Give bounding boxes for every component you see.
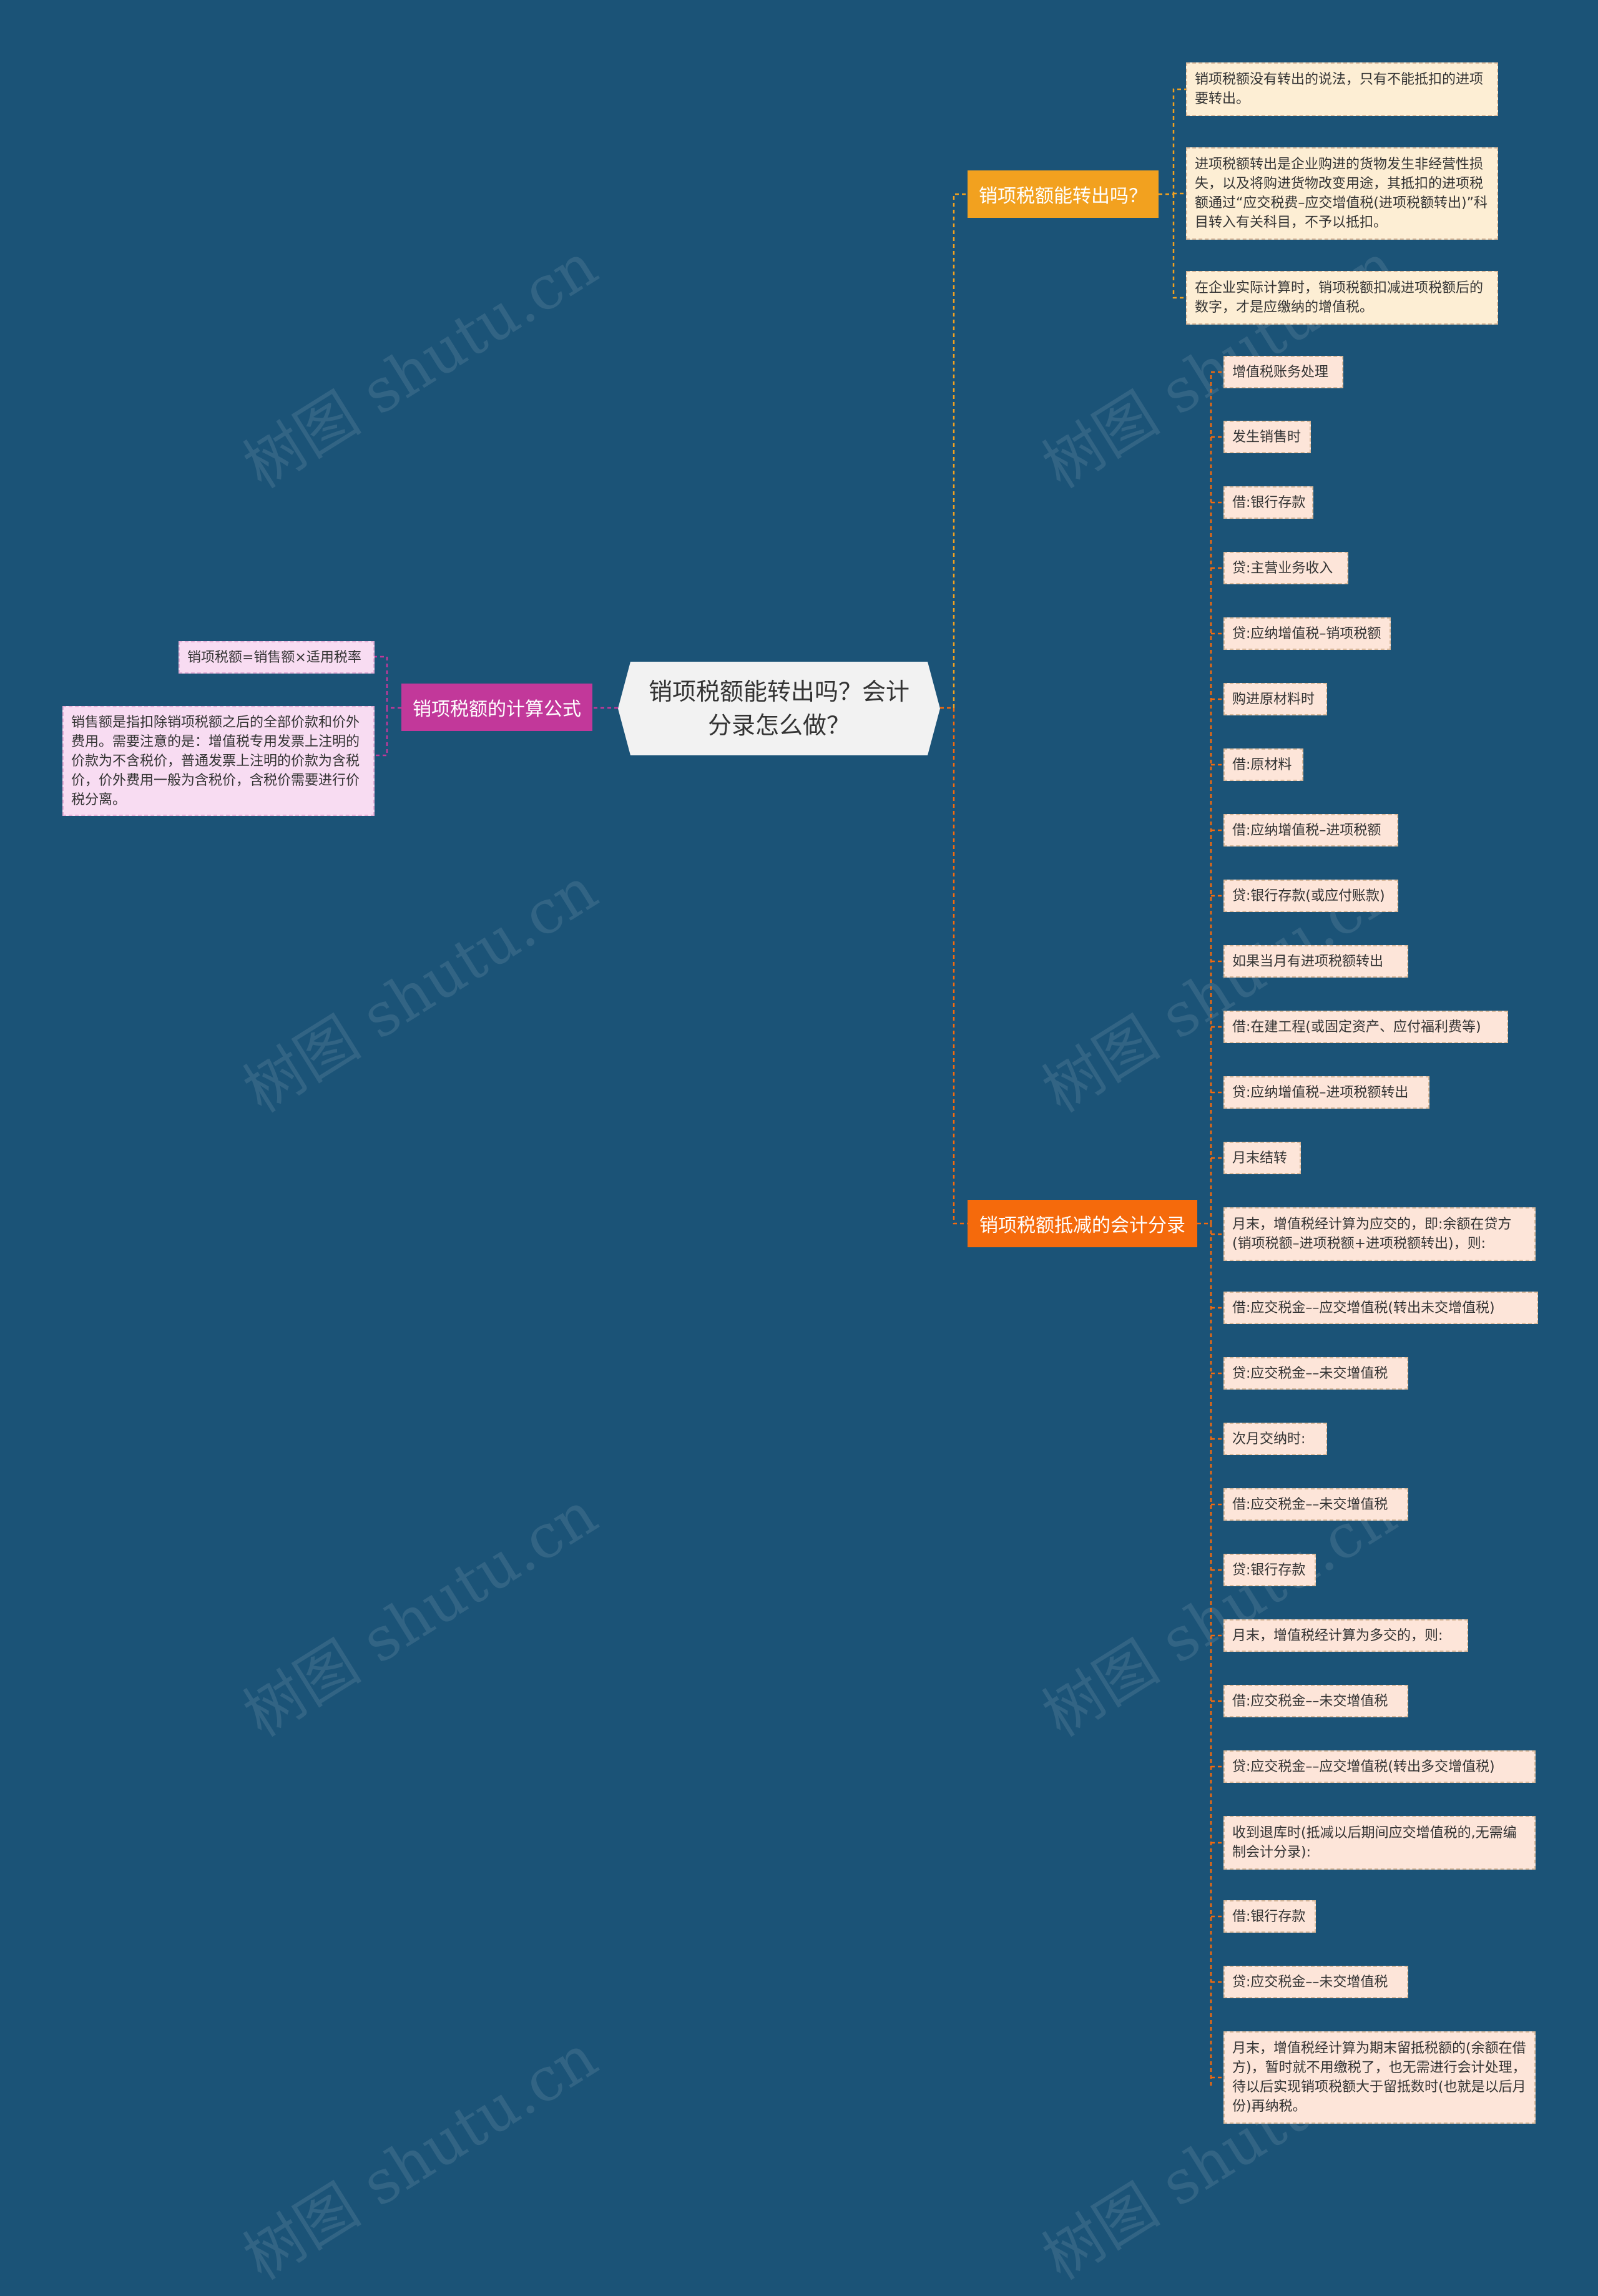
leaf-text: 贷:应纳增值税–进项税额转出 <box>1232 1084 1409 1101</box>
leaf-entry-19[interactable]: 贷:银行存款 <box>1223 1554 1316 1586</box>
leaf-entry-18[interactable]: 借:应交税金––未交增值税 <box>1223 1488 1408 1521</box>
leaf-text: 借:应纳增值税–进项税额 <box>1232 822 1381 838</box>
leaf-text: 销项税额没有转出的说法，只有不能抵扣的进项要转出。 <box>1195 72 1484 107</box>
leaf-text: 月末，增值税经计算为多交的，则: <box>1232 1627 1443 1644</box>
leaf-text: 贷:应交税金––未交增值税 <box>1232 1365 1388 1381</box>
leaf-top-3[interactable]: 在企业实际计算时，销项税额扣减进项税额后的数字，才是应缴纳的增值税。 <box>1186 271 1498 325</box>
leaf-entry-17[interactable]: 次月交纳时: <box>1223 1423 1327 1455</box>
leaf-text: 增值税账务处理 <box>1232 364 1329 380</box>
leaf-entry-7[interactable]: 借:原材料 <box>1223 748 1303 781</box>
leaf-sales-definition[interactable]: 销售额是指扣除销项税额之后的全部价款和价外费用。需要注意的是：增值税专用发票上注… <box>62 706 375 816</box>
leaf-entry-10[interactable]: 如果当月有进项税额转出 <box>1223 945 1408 978</box>
leaf-text: 借:银行存款 <box>1232 1908 1306 1925</box>
leaf-entry-23[interactable]: 收到退库时(抵减以后期间应交增值税的,无需编制会计分录): <box>1223 1816 1536 1870</box>
leaf-entry-14[interactable]: 月末，增值税经计算为应交的，即:余额在贷方(销项税额–进项税额+进项税额转出)，… <box>1223 1207 1536 1261</box>
leaf-text: 贷:应交税金––应交增值税(转出多交增值税) <box>1232 1759 1495 1775</box>
leaf-entry-25[interactable]: 贷:应交税金––未交增值税 <box>1223 1966 1408 1998</box>
leaf-text: 借:应交税金––未交增值税 <box>1232 1496 1388 1513</box>
leaf-entry-26[interactable]: 月末，增值税经计算为期末留抵税额的(余额在借方)，暂时就不用缴税了，也无需进行会… <box>1223 2031 1536 2124</box>
leaf-entry-4[interactable]: 贷:主营业务收入 <box>1223 552 1348 584</box>
leaf-text: 借:应交税金––应交增值税(转出未交增值税) <box>1232 1300 1495 1316</box>
leaf-text: 月末，增值税经计算为应交的，即:余额在贷方(销项税额–进项税额+进项税额转出)，… <box>1232 1217 1512 1252</box>
leaf-text: 月末，增值税经计算为期末留抵税额的(余额在借方)，暂时就不用缴税了，也无需进行会… <box>1232 2041 1526 2114</box>
leaf-entry-20[interactable]: 月末，增值税经计算为多交的，则: <box>1223 1619 1468 1652</box>
leaf-entry-2[interactable]: 发生销售时 <box>1223 421 1311 453</box>
leaf-entry-11[interactable]: 借:在建工程(或固定资产、应付福利费等) <box>1223 1011 1508 1043</box>
leaf-entry-8[interactable]: 借:应纳增值税–进项税额 <box>1223 814 1398 846</box>
leaf-text: 借:原材料 <box>1232 757 1292 773</box>
leaf-text: 销售额是指扣除销项税额之后的全部价款和价外费用。需要注意的是：增值税专用发票上注… <box>71 714 360 808</box>
leaf-entry-6[interactable]: 购进原材料时 <box>1223 683 1327 715</box>
leaf-text: 借:应交税金––未交增值税 <box>1232 1693 1388 1709</box>
leaf-text: 次月交纳时: <box>1232 1431 1306 1447</box>
leaf-top-1[interactable]: 销项税额没有转出的说法，只有不能抵扣的进项要转出。 <box>1186 62 1498 116</box>
leaf-entry-24[interactable]: 借:银行存款 <box>1223 1900 1316 1933</box>
leaf-text: 月末结转 <box>1232 1150 1288 1166</box>
leaf-text: 销项税额=销售额×适用税率 <box>187 649 361 665</box>
leaf-entry-13[interactable]: 月末结转 <box>1223 1142 1301 1174</box>
leaf-text: 如果当月有进项税额转出 <box>1232 953 1384 969</box>
leaf-text: 借:在建工程(或固定资产、应付福利费等) <box>1232 1019 1481 1035</box>
connector-lines <box>375 88 1223 2089</box>
branch-calc-formula[interactable]: 销项税额的计算公式 <box>401 684 592 731</box>
branch-accounting-entries[interactable]: 销项税额抵减的会计分录 <box>968 1200 1197 1247</box>
leaf-text: 在企业实际计算时，销项税额扣减进项税额后的数字，才是应缴纳的增值税。 <box>1195 280 1484 315</box>
leaf-text: 借:银行存款 <box>1232 494 1306 511</box>
leaf-entry-12[interactable]: 贷:应纳增值税–进项税额转出 <box>1223 1076 1429 1109</box>
leaf-entry-15[interactable]: 借:应交税金––应交增值税(转出未交增值税) <box>1223 1292 1538 1324</box>
leaf-entry-22[interactable]: 贷:应交税金––应交增值税(转出多交增值税) <box>1223 1750 1536 1783</box>
leaf-text: 购进原材料时 <box>1232 691 1315 707</box>
leaf-text: 贷:主营业务收入 <box>1232 560 1333 576</box>
leaf-text: 贷:银行存款(或应付账款) <box>1232 888 1385 904</box>
leaf-text: 贷:应交税金––未交增值税 <box>1232 1974 1388 1990</box>
leaf-entry-16[interactable]: 贷:应交税金––未交增值税 <box>1223 1357 1408 1390</box>
leaf-text: 发生销售时 <box>1232 429 1301 445</box>
leaf-entry-1[interactable]: 增值税账务处理 <box>1223 356 1343 388</box>
leaf-entry-3[interactable]: 借:银行存款 <box>1223 486 1313 519</box>
root-topic[interactable]: 销项税额能转出吗？会计分录怎么做？ <box>618 662 940 755</box>
leaf-entry-5[interactable]: 贷:应纳增值税–销项税额 <box>1223 617 1391 650</box>
leaf-entry-9[interactable]: 贷:银行存款(或应付账款) <box>1223 880 1398 912</box>
leaf-text: 贷:银行存款 <box>1232 1562 1306 1578</box>
branch-can-transfer[interactable]: 销项税额能转出吗？ <box>968 170 1159 218</box>
leaf-text: 进项税额转出是企业购进的货物发生非经营性损失，以及将购进货物改变用途，其抵扣的进… <box>1195 157 1488 230</box>
leaf-formula[interactable]: 销项税额=销售额×适用税率 <box>179 641 375 674</box>
leaf-text: 收到退库时(抵减以后期间应交增值税的,无需编制会计分录): <box>1232 1825 1517 1860</box>
leaf-entry-21[interactable]: 借:应交税金––未交增值税 <box>1223 1685 1408 1717</box>
leaf-top-2[interactable]: 进项税额转出是企业购进的货物发生非经营性损失，以及将购进货物改变用途，其抵扣的进… <box>1186 147 1498 240</box>
leaf-text: 贷:应纳增值税–销项税额 <box>1232 626 1381 642</box>
